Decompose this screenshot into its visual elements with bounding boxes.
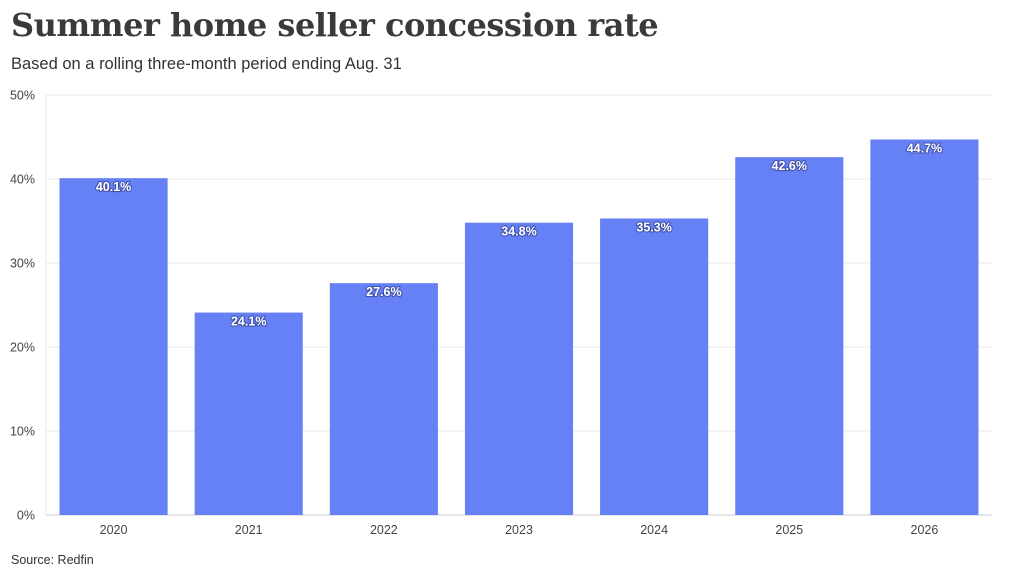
y-tick-label: 10% xyxy=(10,425,35,439)
data-label-2021: 24.1% xyxy=(231,315,266,329)
x-tick-label: 2024 xyxy=(640,523,668,537)
bars xyxy=(59,139,979,516)
y-tick-label: 0% xyxy=(17,509,35,523)
y-tick-label: 40% xyxy=(10,173,35,187)
chart-title: Summer home seller concession rate xyxy=(11,6,659,44)
bar-2023 xyxy=(464,222,574,515)
data-labels: 40.1% 24.1% 27.6% 34.8% 35.3% 42.6% 44.7% xyxy=(95,140,944,329)
x-axis-ticks: 2020 2021 2022 2023 2024 2025 2026 xyxy=(100,523,939,537)
data-label-2022: 27.6% xyxy=(366,285,401,299)
y-tick-label: 30% xyxy=(10,257,35,271)
chart-subtitle: Based on a rolling three-month period en… xyxy=(11,55,402,73)
bar-2025 xyxy=(735,157,844,515)
source-note: Source: Redfin xyxy=(11,553,94,567)
x-tick-label: 2025 xyxy=(775,523,803,537)
y-axis-ticks: 0% 10% 20% 30% 40% 50% xyxy=(10,89,35,523)
bar-2021 xyxy=(194,312,303,515)
data-label-2025: 42.6% xyxy=(772,159,807,173)
x-tick-label: 2023 xyxy=(505,523,533,537)
y-tick-label: 50% xyxy=(10,89,35,103)
bar-2022 xyxy=(329,283,438,515)
bar-2020 xyxy=(59,178,168,515)
x-tick-label: 2026 xyxy=(911,523,939,537)
data-label-2024: 35.3% xyxy=(636,220,671,234)
bar-2024 xyxy=(600,218,709,516)
bar-2026 xyxy=(870,139,979,515)
x-tick-label: 2022 xyxy=(370,523,398,537)
y-tick-label: 20% xyxy=(10,341,35,355)
x-tick-label: 2020 xyxy=(100,523,128,537)
x-tick-label: 2021 xyxy=(235,523,263,537)
data-label-2023: 34.8% xyxy=(501,225,536,239)
data-label-2026: 44.7% xyxy=(907,142,942,156)
data-label-2020: 40.1% xyxy=(96,180,131,194)
